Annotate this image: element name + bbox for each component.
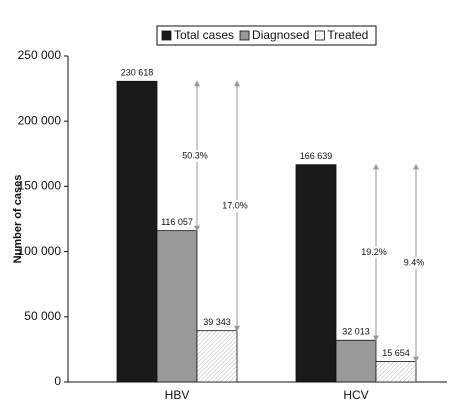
annotation: 17.0% <box>222 200 248 210</box>
value-label: 230 618 <box>121 68 154 78</box>
value-label: 166 639 <box>300 151 333 161</box>
legend-swatch <box>315 30 325 41</box>
y-tick-label: 250 000 <box>18 48 62 62</box>
annotation-bg <box>359 246 393 259</box>
annotation-bg <box>180 149 214 162</box>
y-tick-label: 50 000 <box>24 309 61 323</box>
y-axis-label: Number of cases <box>12 175 24 264</box>
value-label: 15 654 <box>382 348 410 358</box>
legend-label: Treated <box>327 28 368 42</box>
y-tick-label: 100 000 <box>18 244 62 258</box>
annotation-bg <box>399 257 433 270</box>
y-tick-label: 200 000 <box>18 113 62 127</box>
x-tick-label: HBV <box>165 388 190 402</box>
value-label: 116 057 <box>161 217 193 227</box>
legend-label: Diagnosed <box>252 28 309 42</box>
annotation: 50.3% <box>182 150 208 160</box>
x-tick-label: HCV <box>343 388 368 402</box>
legend-swatch <box>239 30 250 41</box>
legend-swatch <box>161 30 172 41</box>
annotation: 9.4% <box>404 258 425 268</box>
value-label: 39 343 <box>203 317 231 327</box>
bar <box>116 80 158 383</box>
legend-label: Total cases <box>174 28 234 42</box>
bar <box>156 230 198 383</box>
annotation: 19.2% <box>361 247 387 257</box>
bar <box>335 339 377 383</box>
bar <box>196 330 238 383</box>
bar <box>375 361 417 383</box>
bar <box>295 164 337 383</box>
y-tick-label: 150 000 <box>18 179 62 193</box>
y-tick-label: 0 <box>54 374 61 388</box>
annotation-bg <box>220 199 254 212</box>
value-label: 32 013 <box>342 327 370 337</box>
